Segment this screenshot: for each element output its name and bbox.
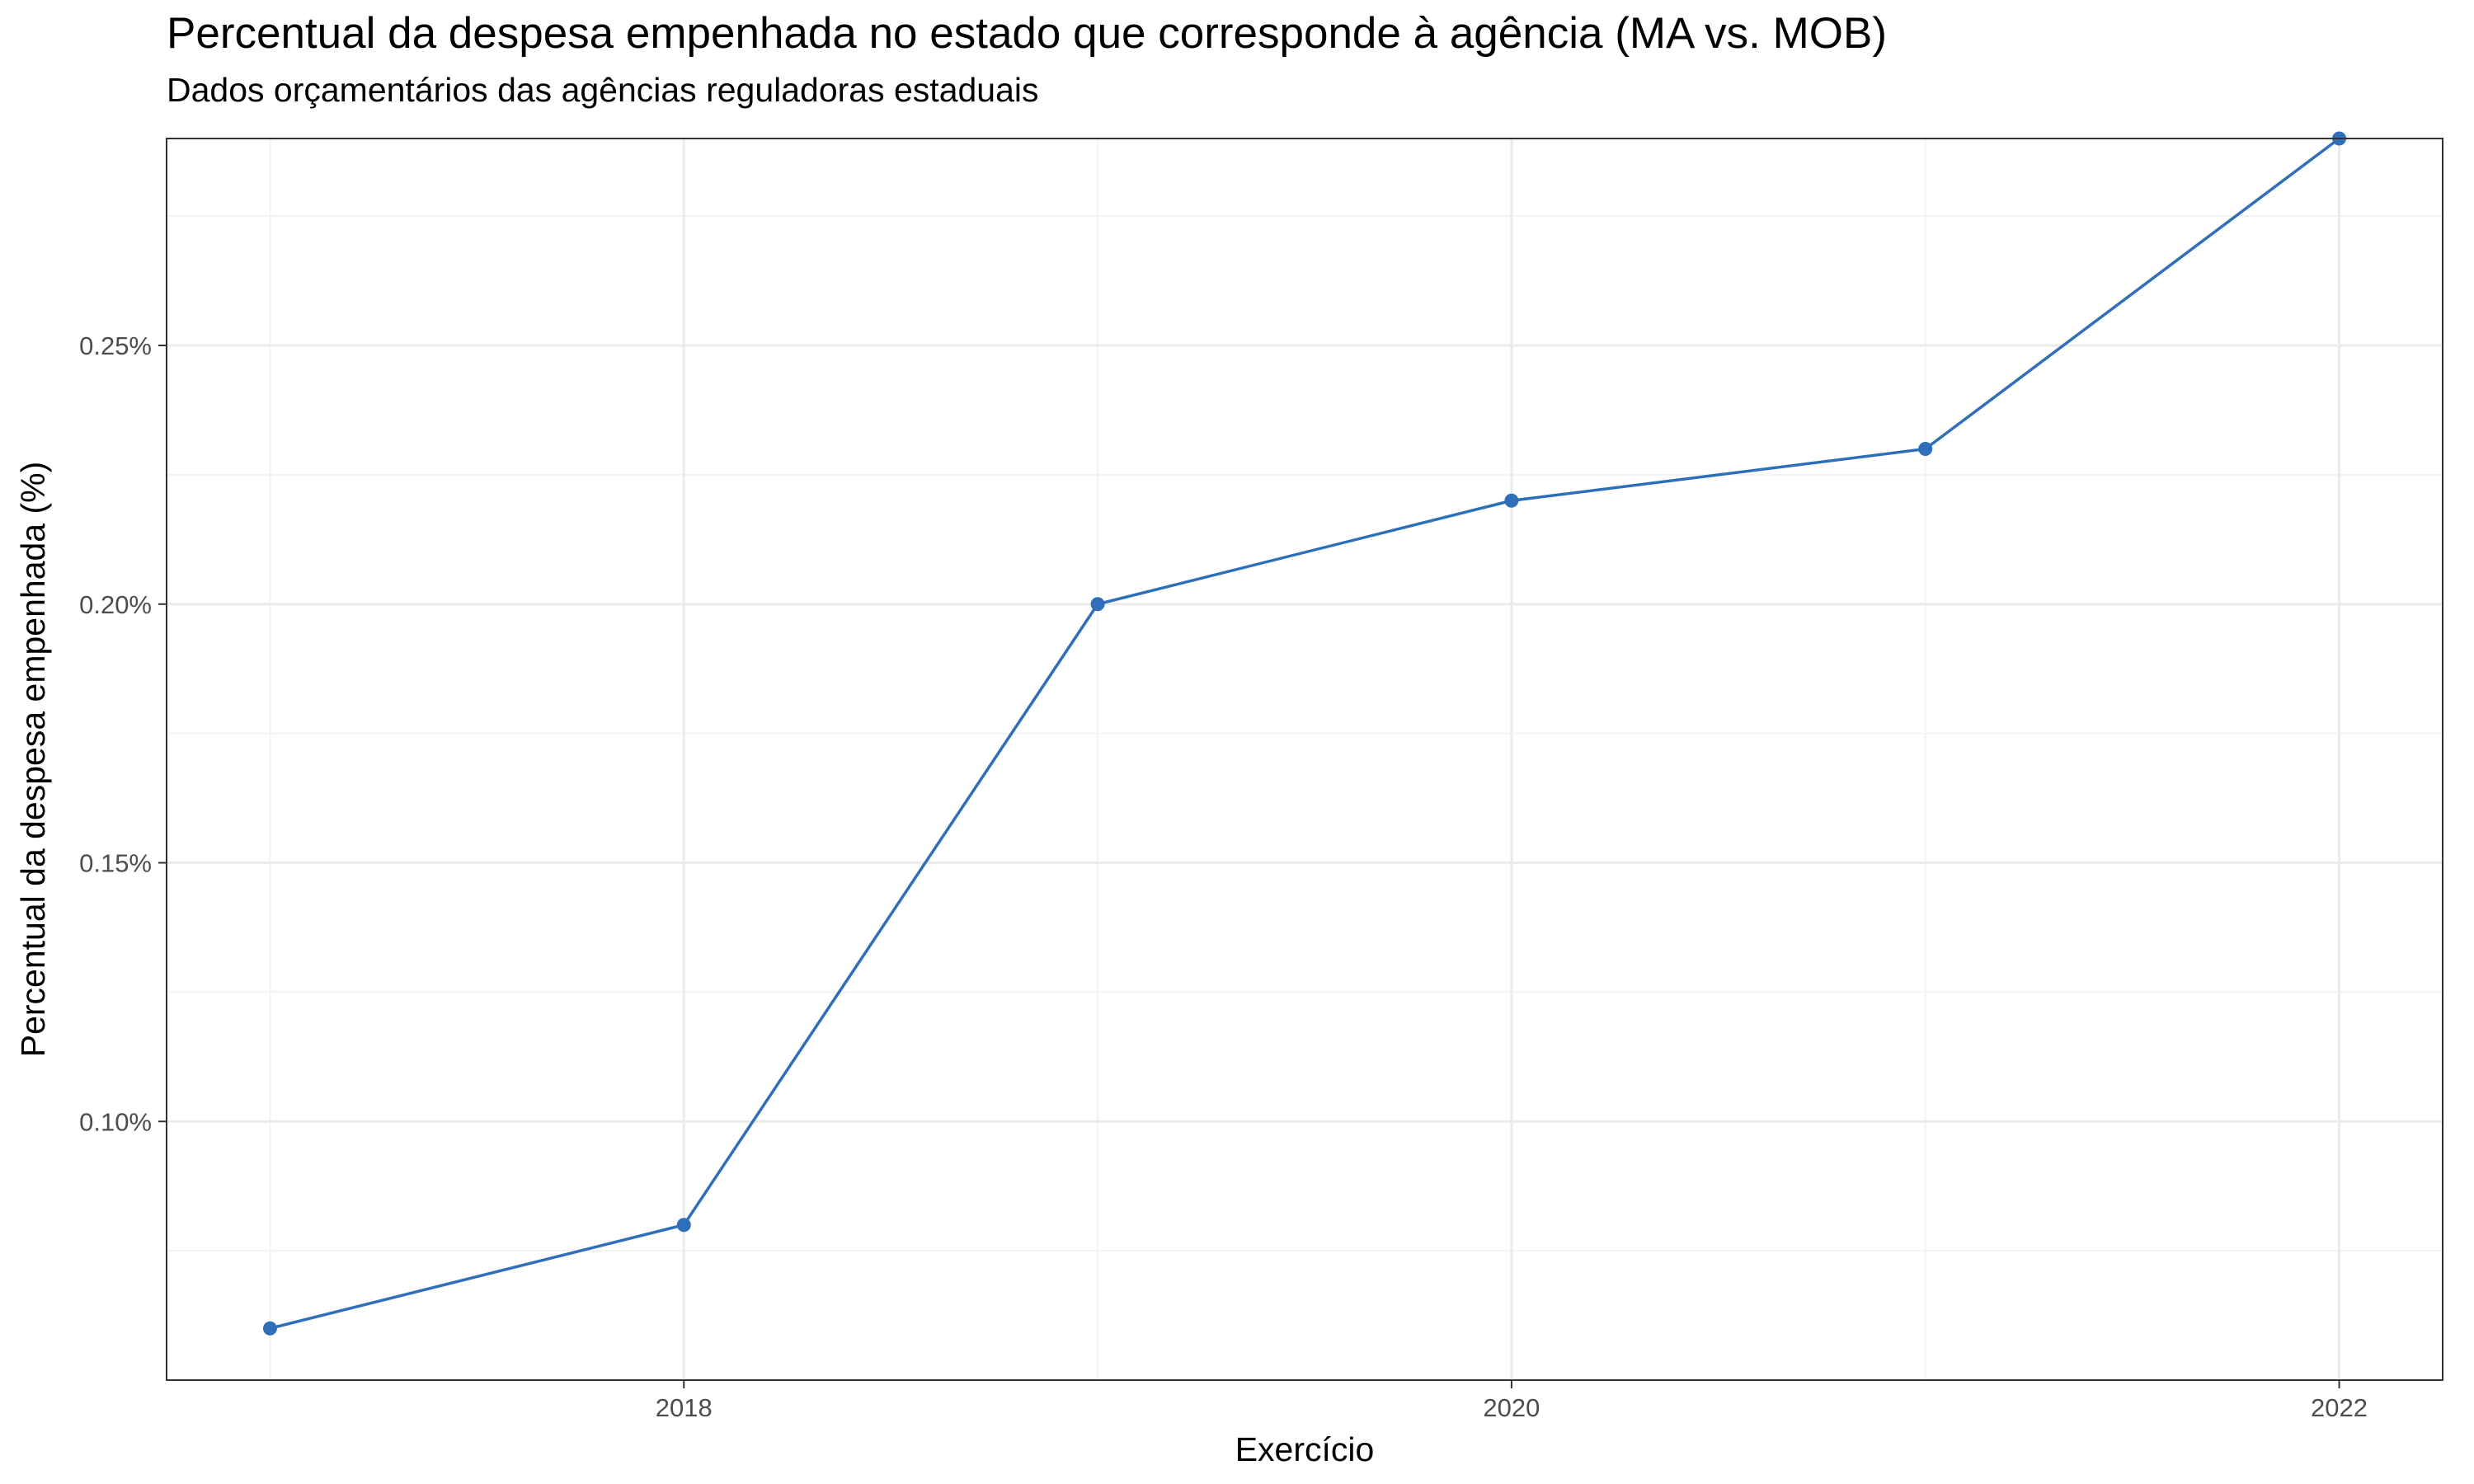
major-gridlines bbox=[167, 139, 2443, 1380]
y-tick-label: 0.10% bbox=[79, 1107, 152, 1136]
data-point bbox=[1504, 493, 1519, 508]
data-point bbox=[676, 1218, 691, 1233]
data-point bbox=[1090, 597, 1105, 612]
series-line bbox=[270, 137, 2340, 1330]
axis-ticks bbox=[158, 345, 2340, 1388]
x-tick-label: 2022 bbox=[2311, 1393, 2368, 1422]
y-tick-label: 0.25% bbox=[79, 331, 152, 360]
data-point bbox=[1918, 442, 1933, 456]
data-point bbox=[262, 1321, 277, 1336]
y-tick-label: 0.15% bbox=[79, 849, 152, 878]
chart-subtitle: Dados orçamentários das agências regulad… bbox=[167, 71, 1039, 109]
y-tick-labels: 0.10% 0.15% 0.20% 0.25% bbox=[79, 331, 152, 1136]
chart-title: Percentual da despesa empenhada no estad… bbox=[167, 9, 1887, 58]
x-tick-labels: 2018 2020 2022 bbox=[656, 1393, 2368, 1422]
y-tick-label: 0.20% bbox=[79, 590, 152, 619]
y-axis-title: Percentual da despesa empenhada (%) bbox=[14, 462, 52, 1058]
minor-gridlines bbox=[167, 139, 2443, 1380]
panel-border bbox=[166, 138, 2443, 1381]
x-tick-label: 2018 bbox=[656, 1393, 713, 1422]
x-axis-title: Exercício bbox=[1235, 1430, 1375, 1468]
x-tick-label: 2020 bbox=[1483, 1393, 1540, 1422]
